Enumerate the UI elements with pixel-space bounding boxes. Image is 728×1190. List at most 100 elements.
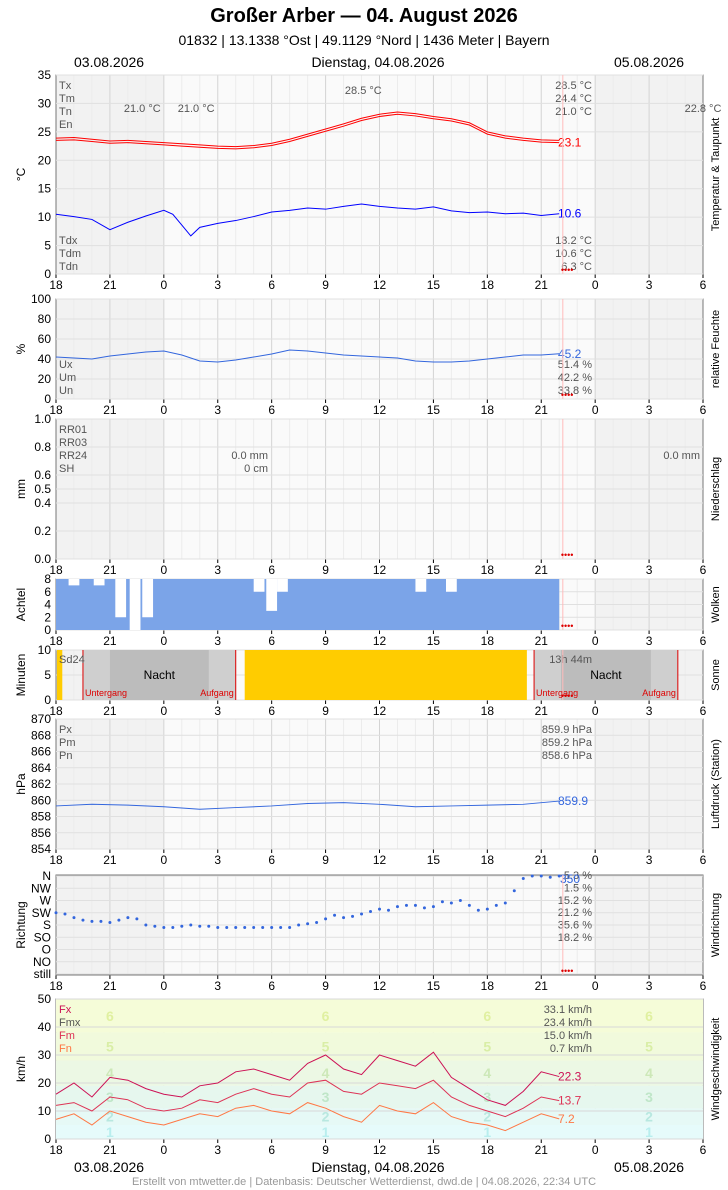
precip-ytick: 0.0	[34, 552, 51, 566]
winddir-point	[153, 924, 157, 928]
humidity-xtick: 0	[592, 403, 599, 417]
precip-sh-value: 0 cm	[244, 463, 268, 475]
sun-night-core	[561, 650, 651, 700]
winddir-point	[467, 903, 471, 907]
pressure-ytick: 862	[31, 777, 51, 791]
winddir-point	[458, 899, 462, 902]
winddir-point	[144, 923, 148, 927]
temp-stat-value: 10.6 °C	[555, 248, 592, 260]
pressure-stat-value: 859.2 hPa	[542, 737, 593, 749]
winddir-xtick: 3	[646, 979, 653, 993]
wind-beaufort-label: 4	[483, 1065, 491, 1081]
temp-ytick: 15	[38, 182, 52, 196]
pressure-xtick: 15	[427, 853, 441, 867]
humidity-xtick: 6	[700, 403, 707, 417]
winddir-point	[521, 876, 525, 880]
temp-series-T	[55, 113, 560, 150]
precip-ytick: 0.8	[34, 440, 51, 454]
precip-stat-label: SH	[59, 463, 74, 475]
winddir-point	[333, 913, 337, 917]
pressure-ytick: 870	[31, 712, 51, 726]
sun-xtick: 12	[373, 704, 387, 718]
precip-ytick: 0.2	[34, 524, 51, 538]
clouds-gap	[277, 579, 288, 592]
precip-rr24-value: 0.0 mm	[231, 450, 268, 462]
wind-xtick: 3	[214, 1143, 221, 1157]
winddir-stat-value: 35.6 %	[558, 920, 592, 932]
clouds-gap	[93, 579, 105, 586]
winddir-xtick: 18	[481, 979, 495, 993]
wind-ytick: 40	[38, 1020, 52, 1034]
pressure-xtick: 3	[214, 853, 221, 867]
date-prev-bottom: 03.08.2026	[74, 1159, 145, 1175]
wind-stat-label: Fmx	[59, 1017, 81, 1029]
sun-side-label: Sonne	[710, 659, 722, 691]
clouds-xtick: 3	[646, 634, 653, 648]
sun-duration-bar	[56, 650, 63, 700]
sun-duration-bar	[244, 650, 527, 700]
winddir-point	[306, 922, 310, 926]
wind-beaufort-label: 6	[106, 1008, 114, 1024]
winddir-point	[234, 925, 238, 929]
date-prev-top: 03.08.2026	[74, 54, 145, 70]
pressure-stat-label: Pm	[59, 737, 76, 749]
winddir-point	[297, 923, 301, 927]
clouds-xtick: 21	[535, 634, 549, 648]
wind-xtick: 9	[322, 1143, 329, 1157]
sun-xtick: 18	[481, 704, 495, 718]
humidity-ytick: 100	[31, 292, 51, 306]
wind-beaufort-band	[56, 1060, 703, 1086]
humidity-ytick: 20	[38, 372, 52, 386]
wind-xtick: 21	[535, 1143, 549, 1157]
precip-xtick: 0	[592, 563, 599, 577]
temp-ytick: 20	[38, 153, 52, 167]
temp-stat-label: Tdm	[59, 248, 81, 260]
winddir-point	[431, 905, 435, 909]
winddir-point	[207, 924, 211, 928]
wind-xtick: 3	[646, 1143, 653, 1157]
sun-y-label: Minuten	[14, 654, 28, 697]
winddir-xtick: 9	[322, 979, 329, 993]
clouds-side-label: Wolken	[710, 586, 722, 622]
temp-stat-label: Tdx	[59, 235, 78, 247]
wind-series-Fx	[55, 1051, 560, 1106]
pressure-current-value: 859.9	[558, 794, 588, 808]
clouds-xtick: 6	[268, 634, 275, 648]
winddir-y-label: Richtung	[14, 901, 28, 948]
temp-ytick: 25	[38, 125, 52, 139]
wind-current-value: 13.7	[558, 1094, 582, 1108]
sun-xtick: 3	[646, 704, 653, 718]
winddir-point	[512, 889, 516, 893]
wind-stat-value: 15.0 km/h	[544, 1030, 592, 1042]
sun-ytick: 10	[38, 643, 52, 657]
sun-sunset-label: Untergang	[536, 688, 578, 698]
humidity-ytick: 80	[38, 312, 52, 326]
precip-xtick: 3	[214, 563, 221, 577]
temp-ytick: 30	[38, 96, 52, 110]
winddir-point	[351, 914, 355, 918]
temp-xtick: 0	[592, 278, 599, 292]
humidity-xtick: 21	[103, 403, 117, 417]
winddir-point	[485, 907, 489, 911]
winddir-point	[386, 908, 390, 912]
winddir-xtick: 18	[49, 979, 63, 993]
pressure-ytick: 858	[31, 810, 51, 824]
wind-beaufort-label: 2	[645, 1109, 653, 1125]
temp-xtick: 6	[268, 278, 275, 292]
precip-xtick: 6	[700, 563, 707, 577]
clouds-ytick: 4	[44, 598, 51, 612]
wind-beaufort-label: 4	[106, 1065, 114, 1081]
winddir-point	[117, 918, 121, 922]
sun-xtick: 15	[427, 704, 441, 718]
precip-ytick: 0.5	[34, 482, 51, 496]
temp-stat-value: 24.4 °C	[555, 93, 592, 105]
humidity-ytick: 0	[44, 392, 51, 406]
wind-xtick: 0	[592, 1143, 599, 1157]
pressure-xtick: 6	[700, 853, 707, 867]
sun-xtick: 0	[160, 704, 167, 718]
pressure-xtick: 0	[160, 853, 167, 867]
wind-xtick: 6	[700, 1143, 707, 1157]
wind-ytick: 20	[38, 1076, 52, 1090]
winddir-point	[180, 924, 184, 928]
humidity-xtick: 0	[160, 403, 167, 417]
